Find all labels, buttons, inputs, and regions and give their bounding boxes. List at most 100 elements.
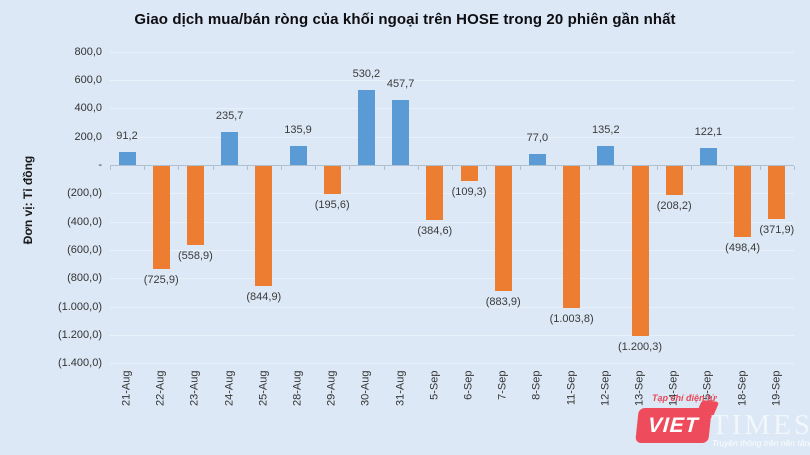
x-axis-label: 11-Sep bbox=[565, 370, 578, 406]
axis-tick bbox=[554, 166, 556, 170]
x-axis-label: 24-Aug bbox=[223, 370, 236, 406]
y-axis-tick-label: 600,0 bbox=[74, 74, 102, 87]
axis-tick bbox=[691, 166, 693, 170]
watermark-badge: VIET bbox=[635, 408, 712, 443]
bar-value-label: (1.200,3) bbox=[617, 340, 663, 353]
bar-value-label: 122,1 bbox=[694, 125, 723, 138]
bar-15-Sep bbox=[699, 147, 717, 165]
bar-value-label: (384,6) bbox=[417, 225, 453, 238]
axis-tick bbox=[793, 166, 795, 170]
x-axis-label: 30-Aug bbox=[359, 370, 372, 406]
x-axis-label: 8-Sep bbox=[530, 370, 543, 400]
axis-tick bbox=[451, 166, 453, 170]
x-axis-label: 12-Sep bbox=[599, 370, 612, 406]
bar-value-label: (195,6) bbox=[314, 198, 350, 211]
bar-value-label: (498,4) bbox=[725, 241, 761, 254]
y-axis-tick-label: 800,0 bbox=[74, 45, 102, 58]
bar-29-Aug bbox=[323, 166, 341, 194]
bar-value-label: 91,2 bbox=[116, 130, 138, 143]
bar-value-label: 135,9 bbox=[284, 123, 312, 136]
x-axis-label: 22-Aug bbox=[154, 370, 167, 406]
watermark-tagline: Truyền thông trên nền tảng số bbox=[712, 438, 810, 448]
y-axis-tick-label: (1.000,0) bbox=[57, 300, 102, 313]
bar-18-Sep bbox=[734, 166, 752, 237]
axis-tick bbox=[657, 166, 659, 170]
bar-value-label: 235,7 bbox=[215, 109, 244, 122]
x-axis-label: 5-Sep bbox=[428, 370, 441, 400]
bar-7-Sep bbox=[494, 166, 512, 292]
gridline bbox=[110, 249, 794, 251]
bar-value-label: 135,2 bbox=[592, 123, 620, 136]
bar-30-Aug bbox=[357, 89, 375, 165]
axis-tick bbox=[417, 166, 419, 170]
y-axis-tick-label: (600,0) bbox=[67, 243, 102, 256]
gridline bbox=[110, 108, 794, 110]
axis-tick bbox=[486, 166, 488, 170]
y-axis-tick-label: (200,0) bbox=[67, 187, 102, 200]
y-axis-tick-label: 400,0 bbox=[74, 102, 102, 115]
gridline bbox=[110, 334, 794, 336]
x-axis-line bbox=[110, 165, 794, 166]
x-axis-label: 7-Sep bbox=[496, 370, 509, 400]
bar-22-Aug bbox=[152, 166, 170, 269]
x-axis-label: 28-Aug bbox=[291, 370, 304, 406]
bar-value-label: (1.003,8) bbox=[549, 313, 594, 326]
gridline bbox=[110, 51, 794, 53]
axis-tick bbox=[383, 166, 385, 170]
bar-19-Sep bbox=[768, 166, 786, 219]
bar-value-label: 77,0 bbox=[526, 132, 549, 145]
axis-tick bbox=[588, 166, 590, 170]
x-axis-label: 31-Aug bbox=[394, 370, 407, 406]
axis-tick bbox=[315, 166, 317, 170]
y-axis-tick-label: - bbox=[98, 159, 102, 171]
axis-tick bbox=[520, 166, 522, 170]
axis-tick bbox=[212, 166, 214, 170]
bar-value-label: (109,3) bbox=[451, 186, 487, 199]
axis-tick bbox=[144, 166, 146, 170]
bar-12-Sep bbox=[597, 145, 615, 165]
bar-31-Aug bbox=[392, 100, 410, 165]
bar-5-Sep bbox=[426, 166, 444, 221]
watermark-brand-viet: VIET bbox=[647, 413, 700, 437]
bar-value-label: 457,7 bbox=[386, 78, 415, 91]
y-axis-tick-label: (400,0) bbox=[67, 215, 102, 228]
bar-value-label: (371,9) bbox=[759, 223, 795, 236]
bar-25-Aug bbox=[255, 166, 273, 286]
bar-11-Sep bbox=[563, 166, 581, 309]
gridline bbox=[110, 80, 794, 82]
y-axis-tick-label: (800,0) bbox=[67, 272, 102, 285]
bar-24-Aug bbox=[221, 131, 239, 165]
axis-tick bbox=[759, 166, 761, 170]
y-axis-tick-label: (1.200,0) bbox=[57, 328, 102, 341]
bar-28-Aug bbox=[289, 145, 307, 165]
bar-value-label: (558,9) bbox=[177, 250, 213, 263]
bar-14-Sep bbox=[665, 166, 683, 196]
chart-title: Giao dịch mua/bán ròng của khối ngoại tr… bbox=[134, 11, 676, 28]
bar-value-label: (844,9) bbox=[246, 290, 282, 303]
bar-21-Aug bbox=[118, 152, 136, 165]
x-axis-label: 29-Aug bbox=[325, 370, 338, 406]
axis-tick bbox=[109, 166, 111, 170]
x-axis-label: 25-Aug bbox=[257, 370, 270, 406]
bar-value-label: (208,2) bbox=[656, 200, 692, 213]
axis-tick bbox=[246, 166, 248, 170]
watermark-publisher-text: Tạp chí điện tử bbox=[652, 393, 717, 403]
gridline bbox=[110, 193, 794, 195]
gridline bbox=[110, 221, 794, 223]
bar-6-Sep bbox=[460, 166, 478, 182]
bar-value-label: (725,9) bbox=[143, 273, 179, 286]
gridline bbox=[110, 363, 794, 365]
bar-value-label: (883,9) bbox=[485, 296, 521, 309]
y-axis-tick-label: (1.400,0) bbox=[57, 357, 102, 370]
axis-tick bbox=[349, 166, 351, 170]
y-axis-tick-label: 200,0 bbox=[74, 130, 102, 143]
bar-13-Sep bbox=[631, 166, 649, 336]
gridline bbox=[110, 306, 794, 308]
bar-23-Aug bbox=[186, 166, 204, 246]
x-axis-label: 21-Aug bbox=[120, 370, 133, 406]
bar-8-Sep bbox=[528, 154, 546, 165]
axis-tick bbox=[178, 166, 180, 170]
x-axis-label: 23-Aug bbox=[188, 370, 201, 406]
axis-tick bbox=[725, 166, 727, 170]
